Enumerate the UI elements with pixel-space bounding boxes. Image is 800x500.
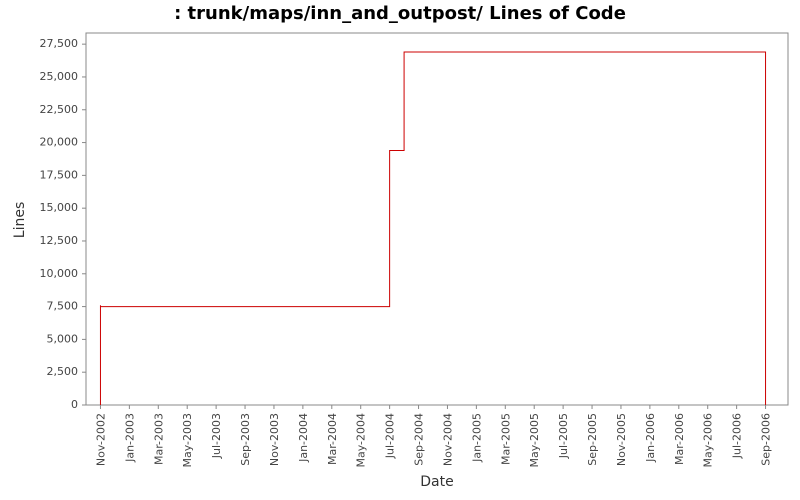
y-axis-label: Lines [12, 202, 28, 238]
x-tick-label: Jan-2003 [123, 413, 136, 463]
y-tick-label: 2,500 [47, 365, 79, 378]
x-tick-label: May-2003 [181, 413, 194, 468]
x-tick-label: Jul-2003 [210, 413, 223, 459]
y-tick-label: 20,000 [40, 136, 79, 149]
x-tick-label: May-2006 [702, 413, 715, 468]
y-tick-label: 15,000 [40, 201, 79, 214]
x-tick-label: Mar-2005 [499, 413, 512, 465]
x-tick-label: Jan-2004 [297, 413, 310, 463]
x-tick-label: Mar-2004 [326, 413, 339, 465]
x-tick-label: May-2004 [355, 413, 368, 468]
y-tick-label: 12,500 [40, 234, 79, 247]
x-tick-label: Jul-2004 [384, 413, 397, 459]
x-tick-label: Sep-2006 [760, 413, 773, 466]
y-tick-label: 0 [71, 398, 78, 411]
x-tick-label: May-2005 [528, 413, 541, 468]
x-tick-label: Nov-2004 [441, 413, 454, 466]
chart-title: : trunk/maps/inn_and_outpost/ Lines of C… [174, 3, 626, 24]
y-tick-label: 17,500 [40, 168, 79, 181]
y-tick-label: 5,000 [47, 332, 79, 345]
x-tick-label: Jul-2006 [731, 413, 744, 459]
x-tick-label: Nov-2002 [94, 413, 107, 466]
y-tick-label: 7,500 [47, 300, 79, 313]
x-tick-label: Mar-2006 [673, 413, 686, 465]
plot-frame [85, 32, 789, 406]
x-tick-label: Nov-2003 [268, 413, 281, 466]
data-line [99, 51, 767, 405]
x-tick-label: Sep-2003 [239, 413, 252, 466]
y-tick-label: 25,000 [40, 70, 79, 83]
x-tick-label: Jul-2005 [557, 413, 570, 459]
x-tick-label: Jan-2005 [470, 413, 483, 463]
x-tick-label: Nov-2005 [615, 413, 628, 466]
x-tick-label: Jan-2006 [644, 413, 657, 463]
x-axis-label: Date [420, 474, 453, 490]
y-tick-label: 22,500 [40, 103, 79, 116]
y-tick-label: 10,000 [40, 267, 79, 280]
x-tick-label: Mar-2003 [152, 413, 165, 465]
y-tick-label: 27,500 [40, 37, 79, 50]
x-tick-label: Sep-2005 [586, 413, 599, 466]
x-tick-label: Sep-2004 [413, 413, 426, 466]
